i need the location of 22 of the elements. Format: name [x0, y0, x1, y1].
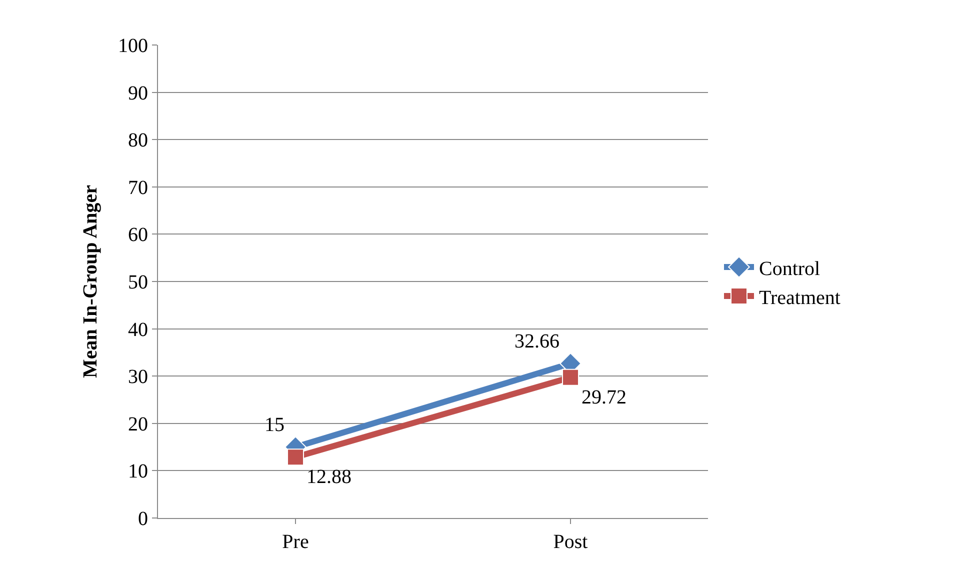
y-tick-label: 30: [128, 366, 148, 388]
legend-label: Treatment: [759, 286, 841, 309]
data-label: 12.88: [306, 466, 352, 488]
y-tick-label: 90: [128, 82, 148, 104]
data-label: 32.66: [514, 330, 560, 353]
y-tick-label: 50: [128, 272, 148, 294]
y-tick-label: 70: [128, 176, 148, 199]
y-tick-label: 80: [128, 130, 148, 152]
legend-label: Control: [759, 258, 821, 280]
point: [562, 368, 579, 386]
y-tick-label: 0: [138, 508, 148, 530]
y-tick-label: 40: [128, 318, 148, 341]
point: [287, 448, 304, 466]
x-tick-label: Post: [553, 531, 588, 553]
y-axis-title: Mean In-Group Anger: [80, 184, 102, 378]
y-tick-label: 10: [128, 460, 148, 483]
data-label: 15: [264, 414, 284, 436]
y-tick-label: 60: [128, 224, 148, 246]
x-tick-label: Pre: [282, 531, 309, 553]
data-label: 29.72: [582, 386, 626, 408]
y-tick-label: 100: [118, 35, 148, 57]
y-tick-label: 20: [128, 413, 148, 436]
